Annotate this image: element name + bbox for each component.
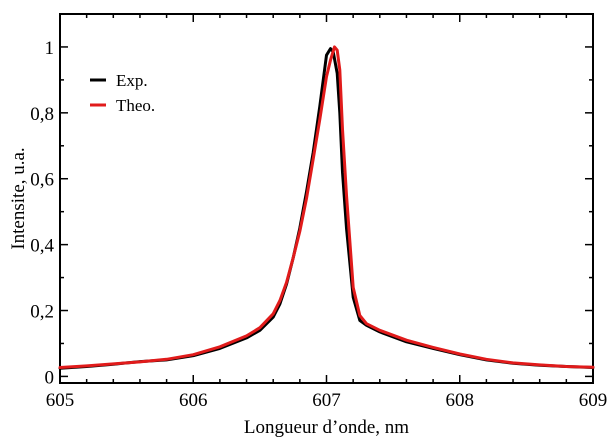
x-tick-label: 607	[312, 390, 341, 411]
x-tick-label: 608	[446, 390, 475, 411]
series-line-theo	[58, 45, 595, 369]
y-tick-label: 0,8	[30, 104, 54, 125]
x-tick-label: 605	[46, 390, 75, 411]
x-tick-label: 609	[579, 390, 608, 411]
x-axis-label: Longueur d’onde, nm	[244, 417, 409, 437]
legend-label: Theo.	[116, 96, 155, 115]
legend-label: Exp.	[116, 71, 148, 90]
x-tick-label: 606	[179, 390, 208, 411]
x-axis-ticks: 605 606 607 608 609	[46, 14, 608, 411]
y-tick-label: 0,2	[30, 302, 54, 323]
plot-frame	[59, 13, 594, 384]
y-tick-label: 0,4	[30, 236, 54, 257]
axes-frame	[59, 13, 594, 384]
y-axis-label: Intensite, u.a.	[8, 147, 29, 249]
y-tick-label: 1	[45, 38, 55, 59]
legend: Exp. Theo.	[90, 71, 155, 115]
y-tick-label: 0,6	[30, 170, 54, 191]
series-group	[58, 45, 595, 370]
y-axis-ticks: 0 0,2 0,4 0,6 0,8 1	[30, 38, 593, 388]
y-tick-label: 0	[45, 367, 55, 388]
